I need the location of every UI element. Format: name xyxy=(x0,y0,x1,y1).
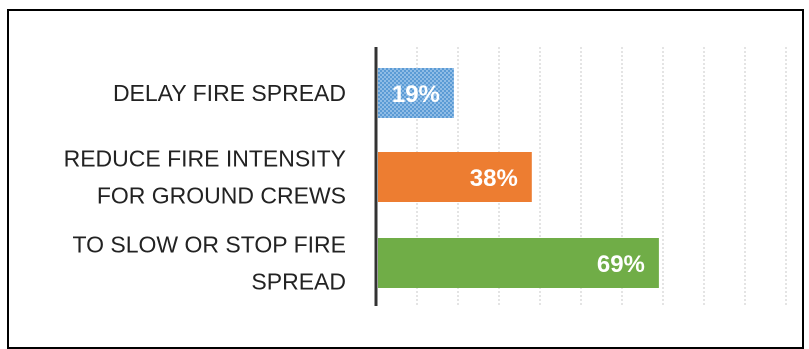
category-label-line: TO SLOW OR STOP FIRE xyxy=(73,232,347,258)
category-label-3: TO SLOW OR STOP FIRE SPREAD xyxy=(73,232,347,295)
category-label-line: SPREAD xyxy=(251,269,346,295)
bar-2 xyxy=(378,152,532,202)
bar-3 xyxy=(378,238,659,288)
category-label-line: DELAY FIRE SPREAD xyxy=(113,80,346,106)
category-label-line: FOR GROUND CREWS xyxy=(97,183,346,209)
bar-1 xyxy=(378,68,454,118)
category-labels: DELAY FIRE SPREAD REDUCE FIRE INTENSITY FO… xyxy=(64,80,346,295)
data-label-1: 19% xyxy=(392,81,440,108)
bars: 19% 38% 69% xyxy=(378,68,659,288)
category-label-2: REDUCE FIRE INTENSITY FOR GROUND CREWS xyxy=(64,146,346,209)
data-label-3: 69% xyxy=(597,251,645,278)
bar-chart: 19% 38% 69% DELAY FIRE SPREAD REDUCE FIRE I… xyxy=(64,47,787,306)
data-label-2: 38% xyxy=(470,165,518,192)
category-label-1: DELAY FIRE SPREAD xyxy=(113,80,346,106)
category-label-line: REDUCE FIRE INTENSITY xyxy=(64,146,346,172)
